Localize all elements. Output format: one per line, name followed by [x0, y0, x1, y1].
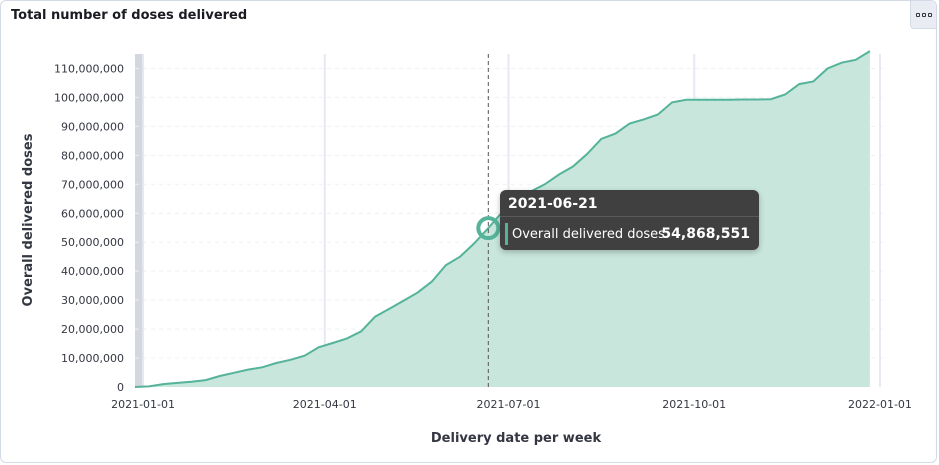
more-options-icon[interactable] — [910, 1, 936, 29]
options-dot — [927, 12, 932, 17]
x-tick-label: 2021-10-01 — [662, 398, 726, 411]
y-axis-title: Overall delivered doses — [21, 133, 36, 306]
hover-tooltip: 2021-06-21 Overall delivered doses 54,86… — [500, 190, 759, 250]
tooltip-value: 54,868,551 — [661, 226, 750, 242]
x-tick-label: 2021-01-01 — [111, 398, 175, 411]
y-tick-label: 10,000,000 — [61, 352, 124, 365]
y-tick-label: 70,000,000 — [61, 178, 124, 191]
y-tick-label: 60,000,000 — [61, 207, 124, 220]
y-tick-label: 30,000,000 — [61, 294, 124, 307]
y-axis-ticks: 0 10,000,000 20,000,000 30,000,000 40,000,00… — [54, 62, 124, 394]
x-tick-label: 2021-04-01 — [293, 398, 357, 411]
y-tick-label: 50,000,000 — [61, 236, 124, 249]
y-tick-label: 90,000,000 — [61, 120, 124, 133]
y-tick-label: 110,000,000 — [54, 62, 124, 75]
x-axis-title: Delivery date per week — [431, 431, 602, 446]
options-dot — [921, 12, 926, 17]
y-tick-label: 20,000,000 — [61, 323, 124, 336]
x-tick-label: 2021-07-01 — [477, 398, 541, 411]
hover-point — [476, 216, 501, 241]
tooltip-series-swatch — [505, 223, 508, 245]
y-tick-label: 80,000,000 — [61, 149, 124, 162]
tooltip-date: 2021-06-21 — [508, 196, 598, 212]
panel-title: Total number of doses delivered — [11, 8, 248, 23]
tooltip-series-label: Overall delivered doses — [512, 227, 665, 242]
y-tick-label: 100,000,000 — [54, 91, 124, 104]
tooltip-divider — [500, 216, 759, 217]
y-tick-label: 40,000,000 — [61, 265, 124, 278]
range-start-marker — [135, 54, 143, 387]
x-tick-label: 2022-01-01 — [848, 398, 912, 411]
y-tick-label: 0 — [117, 381, 124, 394]
x-axis-ticks: 2021-01-01 2021-04-01 2021-07-01 2021-10-01… — [111, 398, 912, 411]
options-dot — [915, 12, 920, 17]
